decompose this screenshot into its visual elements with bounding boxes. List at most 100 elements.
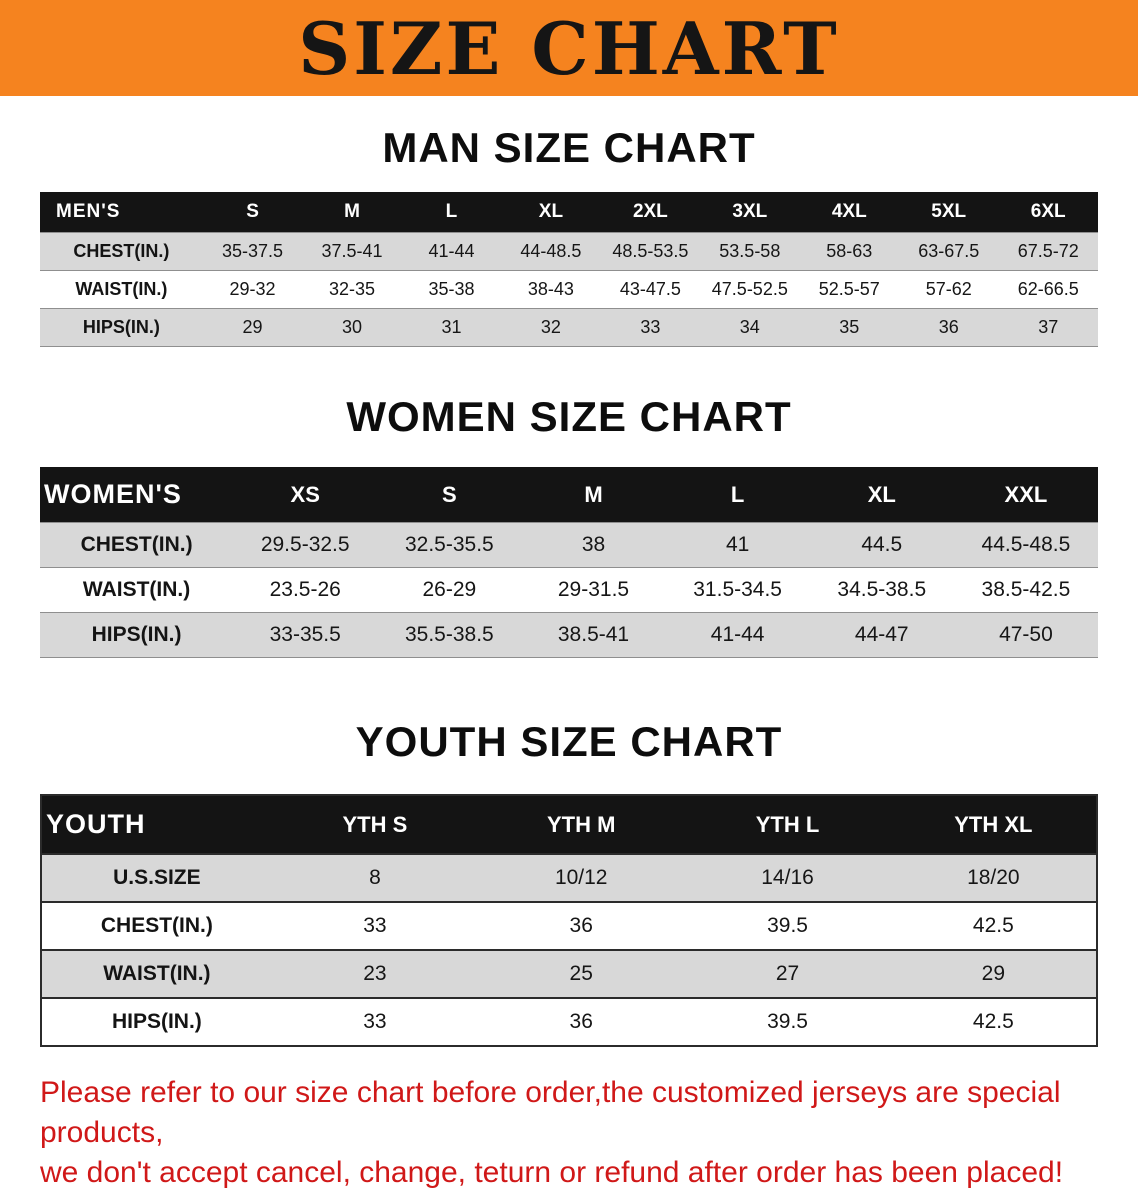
table-header-row: MEN'S S M L XL 2XL 3XL 4XL 5XL 6XL	[40, 192, 1098, 233]
size-column-header: YTH M	[546, 811, 616, 837]
measurement-value-cell: 35-37.5	[222, 241, 284, 261]
size-column-header: XL	[538, 201, 564, 222]
measurement-value-cell: 33	[363, 914, 387, 937]
size-column-header: S	[246, 201, 259, 222]
size-column-header: 2XL	[632, 201, 668, 222]
measurement-value-cell: 44.5	[861, 533, 903, 556]
measurement-value-cell: 67.5-72	[1017, 241, 1079, 261]
measurement-value-cell: 31	[441, 317, 462, 337]
size-column-header: YTH XL	[954, 811, 1033, 837]
youth-size-table: YOUTH YTH S YTH M YTH L YTH XL U.S.SIZE 8 10/12…	[40, 794, 1098, 1047]
measurement-value-cell: 35.5-38.5	[404, 623, 494, 646]
measurement-value-cell: 37	[1038, 317, 1059, 337]
measurement-value-cell: 62-66.5	[1017, 279, 1079, 299]
men-size-table: MEN'S S M L XL 2XL 3XL 4XL 5XL 6XL CHEST(IN.) 35-37…	[40, 192, 1098, 347]
measurement-row: HIPS(IN.) 33-35.5 35.5-38.5 38.5-41 41-44 44-…	[40, 612, 1098, 658]
measurement-value-cell: 27	[775, 962, 800, 985]
measurement-value-cell: 41-44	[710, 623, 765, 646]
size-column-header: XS	[290, 481, 320, 507]
measurement-value-cell: 32	[540, 317, 561, 337]
section-men-size-chart: MAN SIZE CHART MEN'S S M L XL 2XL 3XL 4XL 5XL 6XL…	[0, 124, 1138, 347]
measurement-value-cell: 29-31.5	[557, 578, 630, 601]
size-column-header: XL	[867, 481, 896, 507]
men-section-heading: MAN SIZE CHART	[382, 124, 756, 171]
measurement-row: CHEST(IN.) 35-37.5 37.5-41 41-44 44-48.5 48.5…	[40, 232, 1098, 271]
size-column-header: M	[344, 201, 360, 222]
measurement-value-cell: 42.5	[972, 1010, 1014, 1033]
measurement-value-cell: 29	[981, 962, 1006, 985]
page-title: SIZE CHART	[298, 5, 840, 91]
measurement-value-cell: 34	[739, 317, 760, 337]
measurement-value-cell: 38.5-42.5	[981, 578, 1071, 601]
measurement-row: U.S.SIZE 8 10/12 14/16 18/20	[41, 854, 1097, 902]
measurement-value-cell: 29.5-32.5	[260, 533, 350, 556]
measurement-row: CHEST(IN.) 29.5-32.5 32.5-35.5 38 41 44.5 44.5…	[40, 522, 1098, 568]
measurement-value-cell: 39.5	[767, 1010, 808, 1033]
table-name-cell: MEN'S	[56, 201, 121, 222]
measurement-value-cell: 14/16	[761, 866, 814, 889]
measurement-label-cell: WAIST(IN.)	[82, 578, 191, 601]
measurement-value-cell: 52.5-57	[818, 279, 880, 299]
measurement-label-cell: CHEST(IN.)	[100, 914, 213, 937]
women-section-heading: WOMEN SIZE CHART	[346, 393, 792, 440]
measurement-label-cell: CHEST(IN.)	[73, 241, 170, 261]
measurement-value-cell: 57-62	[925, 279, 972, 299]
size-column-header: M	[584, 481, 603, 507]
measurement-value-cell: 29-32	[229, 279, 276, 299]
measurement-value-cell: 41-44	[428, 241, 475, 261]
table-name-cell: YOUTH	[46, 809, 146, 839]
measurement-value-cell: 36	[569, 1010, 593, 1033]
measurement-value-cell: 47.5-52.5	[711, 279, 788, 299]
measurement-value-cell: 48.5-53.5	[612, 241, 689, 261]
measurement-label-cell: HIPS(IN.)	[111, 1010, 202, 1033]
measurement-row: CHEST(IN.) 33 36 39.5 42.5	[41, 902, 1097, 950]
table-name-cell: WOMEN'S	[44, 479, 182, 509]
measurement-label-cell: HIPS(IN.)	[82, 317, 160, 337]
size-column-header: L	[445, 201, 458, 222]
size-column-header: S	[442, 481, 457, 507]
size-column-header: YTH L	[755, 811, 820, 837]
measurement-value-cell: 37.5-41	[321, 241, 383, 261]
measurement-value-cell: 23.5-26	[269, 578, 341, 601]
measurement-value-cell: 33	[363, 1010, 387, 1033]
measurement-value-cell: 30	[341, 317, 363, 337]
measurement-value-cell: 26-29	[422, 578, 477, 601]
size-column-header: XXL	[1004, 481, 1048, 507]
measurement-value-cell: 58-63	[826, 241, 873, 261]
size-column-header: 6XL	[1030, 201, 1066, 222]
measurement-value-cell: 34.5-38.5	[837, 578, 927, 601]
measurement-label-cell: WAIST(IN.)	[75, 279, 168, 299]
measurement-value-cell: 36	[938, 317, 959, 337]
size-column-header: YTH S	[342, 811, 408, 837]
measurement-row: HIPS(IN.) 29 30 31 32 33 34 35 36 37	[40, 308, 1098, 347]
measurement-value-cell: 18/20	[967, 866, 1020, 889]
measurement-value-cell: 8	[369, 866, 381, 889]
measurement-value-cell: 44-47	[854, 623, 909, 646]
measurement-value-cell: 31.5-34.5	[693, 578, 782, 601]
size-column-header: 5XL	[931, 201, 967, 222]
measurement-value-cell: 25	[569, 962, 593, 985]
youth-section-heading: YOUTH SIZE CHART	[355, 718, 783, 765]
measurement-label-cell: WAIST(IN.)	[103, 962, 211, 985]
measurement-value-cell: 33	[640, 317, 661, 337]
size-column-header: L	[730, 481, 745, 507]
measurement-row: HIPS(IN.) 33 36 39.5 42.5	[41, 998, 1097, 1046]
measurement-label-cell: CHEST(IN.)	[80, 533, 193, 556]
measurement-value-cell: 10/12	[554, 866, 608, 889]
women-size-table: WOMEN'S XS S M L XL XXL CHEST(IN.) 29.5-32.5 32.5…	[40, 467, 1098, 658]
measurement-value-cell: 38-43	[527, 279, 574, 299]
disclaimer-line-1: Please refer to our size chart before or…	[40, 1076, 1061, 1149]
measurement-value-cell: 53.5-58	[719, 241, 781, 261]
measurement-value-cell: 33-35.5	[269, 623, 341, 646]
measurement-value-cell: 63-67.5	[918, 241, 980, 261]
size-column-header: 4XL	[831, 201, 867, 222]
measurement-value-cell: 47-50	[999, 623, 1053, 646]
measurement-row: WAIST(IN.) 29-32 32-35 35-38 38-43 43-47.5 47.…	[40, 270, 1098, 309]
measurement-value-cell: 32.5-35.5	[404, 533, 494, 556]
measurement-value-cell: 39.5	[767, 914, 808, 937]
measurement-value-cell: 32-35	[328, 279, 376, 299]
section-women-size-chart: WOMEN SIZE CHART WOMEN'S XS S M L XL XXL CHEST(…	[0, 393, 1138, 658]
table-header-row: WOMEN'S XS S M L XL XXL	[40, 467, 1098, 523]
section-youth-size-chart: YOUTH SIZE CHART YOUTH YTH S YTH M YTH L YTH…	[0, 718, 1138, 1047]
